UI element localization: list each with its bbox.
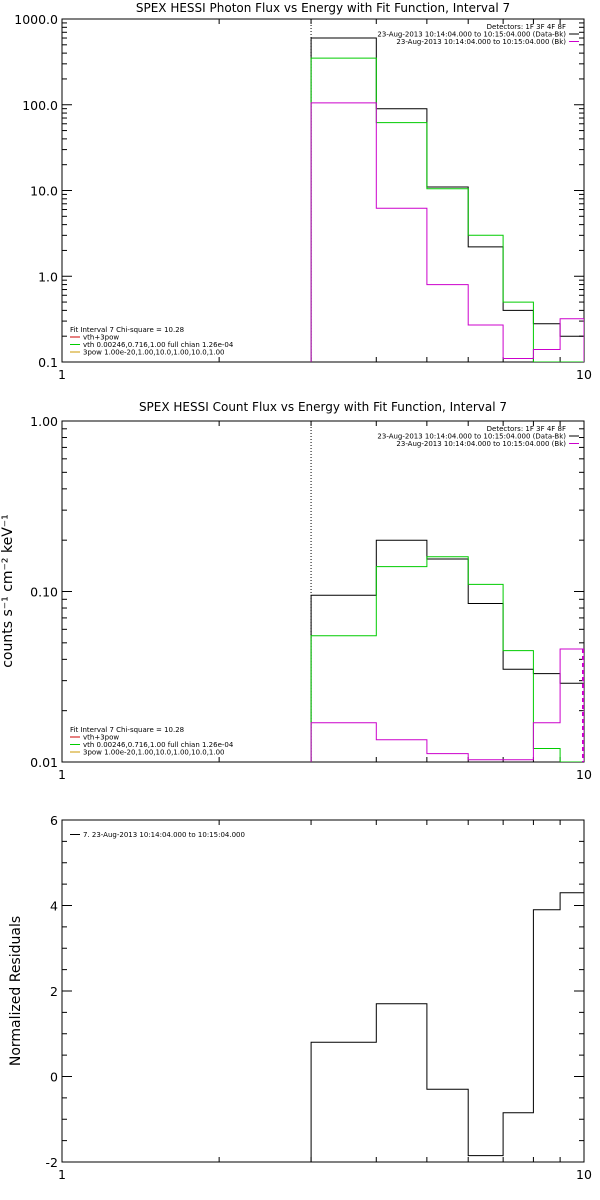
photon-flux-legend-text: vth 0.00246,0.716,1.00 full chian 1.26e-… [83,341,234,349]
count-flux-y-axis-label: counts s⁻¹ cm⁻² keV⁻¹ [0,514,16,668]
photon-flux-legend-text: 23-Aug-2013 10:14:04.000 to 10:15:04.000… [396,38,566,46]
count-flux-y-tick-label: 0.10 [30,585,58,600]
count-flux-x-tick-label: 1 [58,767,66,782]
residuals-legend-text: 7. 23-Aug-2013 10:14:04.000 to 10:15:04.… [83,831,245,839]
residuals-y-tick-label: 0 [50,1070,58,1085]
count-flux-legend-text: 3pow 1.00e-20,1.00,10.0,1.00,10.0,1.00 [83,749,225,757]
residuals-x-tick-label: 1 [58,1167,66,1182]
count-flux-panel: SPEX HESSI Count Flux vs Energy with Fit… [0,400,592,782]
residuals-x-tick-label: 10 [576,1167,592,1182]
count-flux-y-tick-label: 1.00 [30,414,58,429]
photon-flux-legend-text: vth+3pow [83,334,119,342]
count-flux-series-1 [310,556,584,762]
residuals-y-tick-label: 6 [50,813,58,828]
photon-flux-y-tick-label: 1.0 [38,269,58,284]
photon-flux-y-tick-label: 1000.0 [14,12,58,27]
residuals-plot-frame [61,819,585,1163]
photon-flux-x-tick-label: 10 [576,367,592,382]
count-flux-legend-text: Detectors: 1F 3F 4F 8F [487,425,566,433]
photon-flux-legend-text: 3pow 1.00e-20,1.00,10.0,1.00,10.0,1.00 [83,349,225,357]
count-flux-legend-text: vth+3pow [83,734,119,742]
photon-flux-legend-text: Detectors: 1F 3F 4F 8F [487,23,566,31]
residuals-y-tick-label: -2 [46,1155,58,1170]
residuals-y-tick-label: 2 [50,984,58,999]
photon-flux-y-tick-label: 100.0 [22,98,58,113]
residuals-y-tick-label: 4 [50,899,58,914]
photon-flux-legend-text: 23-Aug-2013 10:14:04.000 to 10:15:04.000… [377,31,566,39]
residuals-y-axis-label: Normalized Residuals [8,916,24,1066]
count-flux-series-2 [310,648,584,762]
photon-flux-x-tick-label: 1 [58,367,66,382]
count-flux-x-tick-label: 10 [576,767,592,782]
photon-flux-series-1 [310,57,584,362]
count-flux-title: SPEX HESSI Count Flux vs Energy with Fit… [139,400,507,414]
photon-flux-legend-text: Fit Interval 7 Chi-square = 10.28 [70,326,184,334]
count-flux-legend-text: vth 0.00246,0.716,1.00 full chian 1.26e-… [83,741,234,749]
photon-flux-y-tick-label: 10.0 [30,184,58,199]
count-flux-y-tick-label: 0.01 [30,755,58,770]
photon-flux-series-2 [310,102,584,362]
count-flux-series-0 [310,539,584,762]
count-flux-legend-text: Fit Interval 7 Chi-square = 10.28 [70,726,184,734]
residuals-series-0 [310,892,584,1162]
photon-flux-y-tick-label: 0.1 [38,355,58,370]
count-flux-legend-text: 23-Aug-2013 10:14:04.000 to 10:15:04.000… [396,440,566,448]
photon-flux-title: SPEX HESSI Photon Flux vs Energy with Fi… [136,1,510,15]
photon-flux-panel: SPEX HESSI Photon Flux vs Energy with Fi… [14,1,592,382]
count-flux-legend-text: 23-Aug-2013 10:14:04.000 to 10:15:04.000… [377,433,566,441]
residuals-panel: Normalized Residuals 1 10 -2 0 2 4 6 7. 23-Aug-… [8,813,592,1182]
photon-flux-series-0 [310,37,584,362]
count-flux-plot-frame [61,420,585,763]
